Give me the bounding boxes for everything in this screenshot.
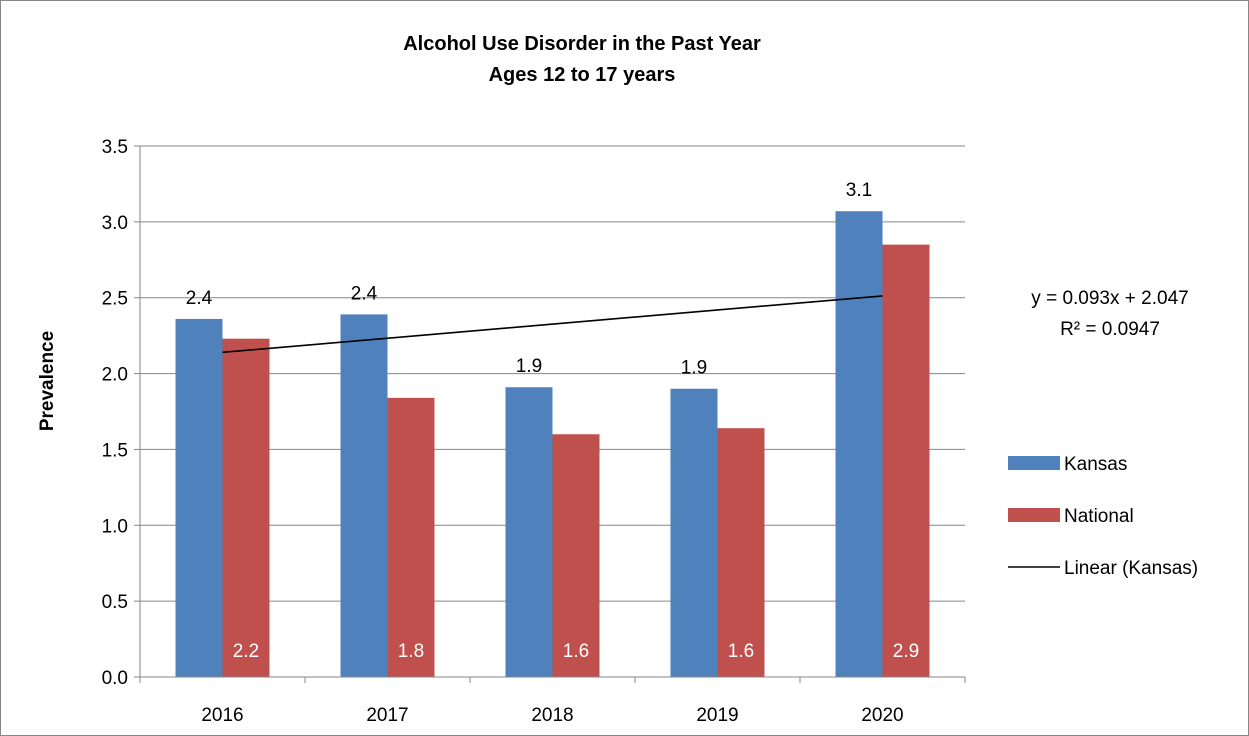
bar-kansas-2020 <box>835 211 883 678</box>
data-label-kansas: 3.1 <box>846 180 872 201</box>
legend-item: National <box>1008 506 1134 527</box>
legend-label: Kansas <box>1064 454 1127 475</box>
axes <box>139 146 965 678</box>
y-tick-label: 2.5 <box>102 289 128 310</box>
bar-kansas-2017 <box>340 314 388 677</box>
trendline-line <box>222 295 883 354</box>
legend: Kansas National Linear (Kansas) <box>1008 454 1198 579</box>
x-tick-label: 2020 <box>861 705 903 726</box>
legend-swatch <box>1008 508 1060 522</box>
y-tick-label: 1.0 <box>102 516 128 537</box>
y-tick-label: 1.5 <box>102 440 128 461</box>
data-label-kansas: 1.9 <box>516 356 542 377</box>
data-label-national: 2.9 <box>893 641 919 662</box>
legend-swatch <box>1008 456 1060 470</box>
bars <box>175 211 930 678</box>
y-tick-label: 0.5 <box>102 592 128 613</box>
y-tick-label: 3.5 <box>102 137 128 158</box>
data-label-national: 1.8 <box>398 641 424 662</box>
data-label-national: 1.6 <box>728 641 754 662</box>
chart-title-line-2: Ages 12 to 17 years <box>489 64 676 86</box>
bar-national-2016 <box>222 338 270 677</box>
data-label-kansas: 2.4 <box>186 288 213 309</box>
legend-label: National <box>1064 506 1134 527</box>
data-label-kansas: 2.4 <box>351 283 378 304</box>
y-axis-ticks: 0.0 0.5 1.0 1.5 2.0 2.5 3.0 3.5 <box>102 137 140 689</box>
trendline-r-squared: R² = 0.0947 <box>1060 319 1160 340</box>
trendline-equation: y = 0.093x + 2.047 <box>1031 288 1188 309</box>
x-tick-label: 2019 <box>696 705 738 726</box>
trendline <box>222 295 883 354</box>
chart-title-line-1: Alcohol Use Disorder in the Past Year <box>403 33 761 55</box>
y-tick-label: 0.0 <box>102 668 128 689</box>
bar-kansas-2019 <box>670 388 718 677</box>
y-tick-label: 2.0 <box>102 365 128 386</box>
data-label-kansas: 1.9 <box>681 358 707 379</box>
bar-national-2019 <box>717 428 765 677</box>
legend-item: Kansas <box>1008 454 1127 475</box>
gridlines <box>140 145 965 602</box>
x-tick-label: 2016 <box>201 705 243 726</box>
data-labels: 2.4 2.2 2.4 1.8 1.9 1.6 1.9 1.6 3.1 2.9 <box>186 180 919 662</box>
y-tick-label: 3.0 <box>102 213 128 234</box>
x-tick-label: 2018 <box>531 705 573 726</box>
bar-kansas-2016 <box>175 318 223 677</box>
bar-national-2018 <box>552 434 600 677</box>
y-axis-label: Prevalence <box>37 331 58 431</box>
legend-item: Linear (Kansas) <box>1008 558 1198 579</box>
x-axis-ticks: 2016 2017 2018 2019 2020 <box>139 677 966 726</box>
legend-label: Linear (Kansas) <box>1064 558 1198 579</box>
data-label-national: 1.6 <box>563 641 589 662</box>
bar-kansas-2018 <box>505 387 553 677</box>
bar-national-2017 <box>387 397 435 677</box>
x-tick-label: 2017 <box>366 705 408 726</box>
bar-national-2020 <box>882 244 930 677</box>
data-label-national: 2.2 <box>233 641 259 662</box>
